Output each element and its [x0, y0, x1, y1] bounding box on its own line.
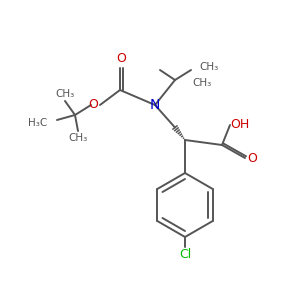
Text: H₃C: H₃C — [28, 118, 47, 128]
Text: CH₃: CH₃ — [199, 62, 218, 72]
Text: N: N — [150, 98, 160, 112]
Text: O: O — [116, 52, 126, 65]
Text: CH₃: CH₃ — [68, 133, 88, 143]
Text: OH: OH — [230, 118, 250, 130]
Text: O: O — [88, 98, 98, 112]
Text: CH₃: CH₃ — [192, 78, 211, 88]
Text: Cl: Cl — [179, 248, 191, 260]
Text: CH₃: CH₃ — [56, 89, 75, 99]
Text: O: O — [247, 152, 257, 166]
